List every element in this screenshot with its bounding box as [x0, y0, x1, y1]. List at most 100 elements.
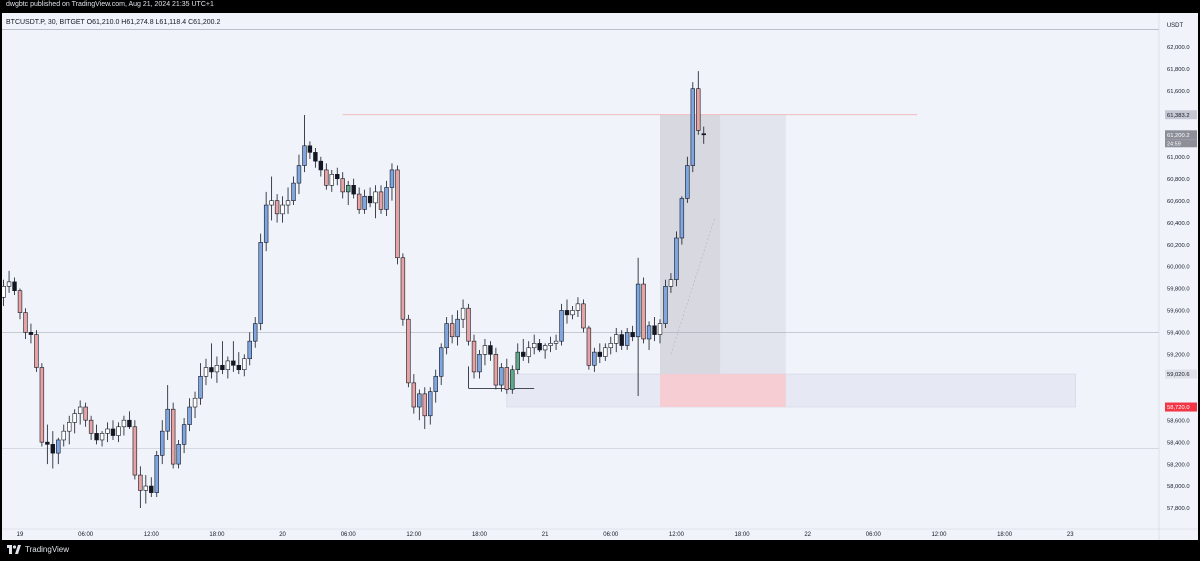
price-tick-label: 58,200.0	[1167, 462, 1190, 468]
candle-body	[302, 145, 307, 166]
candle-body	[701, 133, 706, 136]
candle	[187, 398, 192, 432]
candle	[537, 338, 542, 353]
candle-body	[160, 430, 165, 456]
candle	[477, 349, 482, 379]
candle	[160, 420, 165, 465]
candle	[471, 334, 477, 379]
candle-body	[45, 441, 50, 445]
candle	[236, 352, 241, 375]
candle-body	[225, 360, 231, 370]
candle-body	[367, 195, 373, 204]
symbol-ohlc-legend: BTCUSDT.P, 30, BITGET O61,210.0 H61,274.…	[6, 19, 221, 26]
candle-body	[110, 428, 116, 436]
candle	[263, 191, 269, 252]
candle	[592, 347, 597, 372]
candle	[170, 402, 176, 469]
candle	[269, 176, 274, 221]
candle-body	[542, 345, 548, 351]
candle	[422, 387, 427, 429]
candle	[559, 303, 564, 346]
candle-body	[56, 439, 61, 454]
candle	[154, 450, 159, 498]
candle	[433, 369, 438, 403]
candle	[231, 341, 236, 372]
candle	[438, 343, 444, 386]
candle	[181, 417, 187, 454]
candle-body	[433, 375, 438, 392]
candle-body	[499, 367, 504, 386]
candle	[121, 415, 127, 436]
candle-body	[154, 455, 159, 493]
tradingview-brand[interactable]: TradingView	[7, 545, 69, 554]
candle-body	[77, 406, 83, 414]
candle-body	[335, 174, 340, 180]
candle-body	[61, 430, 66, 441]
price-axis-bg	[1159, 13, 1198, 540]
candle-body	[149, 485, 154, 493]
candle-body	[641, 283, 646, 340]
candle-body	[88, 419, 94, 434]
candle	[39, 363, 45, 447]
candle-body	[181, 424, 187, 445]
candle	[384, 180, 389, 217]
candle-body	[608, 343, 613, 349]
candle	[674, 231, 679, 287]
time-tick-label: 06:00	[341, 532, 357, 538]
candle	[564, 299, 570, 324]
candle-body	[630, 332, 635, 338]
candle-body	[510, 369, 515, 390]
candle-body	[94, 433, 99, 441]
candle-body	[105, 428, 110, 434]
annotation-zones	[506, 114, 1076, 408]
time-tick-label: 18:00	[209, 532, 225, 538]
price-tick-label: 61,800.0	[1167, 67, 1190, 73]
candle	[116, 422, 121, 443]
candle	[280, 196, 285, 223]
candle-body	[553, 340, 559, 344]
price-tick-label: 61,000.0	[1167, 155, 1190, 161]
candle-body	[548, 343, 553, 346]
candle	[542, 343, 548, 359]
price-tick-label: 60,200.0	[1167, 243, 1190, 249]
candle-body	[521, 351, 526, 357]
candle	[242, 354, 247, 377]
time-tick-label: 12:00	[931, 532, 947, 538]
candle-body	[597, 351, 603, 357]
price-tick-label: 61,200.2	[1167, 133, 1190, 139]
candle	[77, 400, 83, 425]
candle	[417, 389, 422, 421]
price-tick-label: 59,800.0	[1167, 287, 1190, 293]
chart-area[interactable]: BTCUSDT.P, 30, BITGET O61,210.0 H61,274.…	[2, 13, 1198, 540]
candle-body	[679, 198, 685, 239]
candle	[482, 338, 488, 366]
candle-body	[220, 365, 225, 370]
time-tick-label: 12:00	[406, 532, 422, 538]
candle	[668, 273, 674, 293]
candle-body	[449, 323, 455, 338]
candle	[696, 71, 701, 135]
candle	[67, 415, 72, 445]
candle	[466, 303, 471, 346]
candle	[575, 297, 581, 318]
candle-body	[165, 408, 170, 432]
candle-body	[685, 165, 690, 199]
candle-body	[455, 318, 460, 338]
candle	[253, 317, 258, 348]
candle-body	[34, 334, 39, 368]
candle	[690, 82, 696, 173]
candle	[220, 341, 225, 375]
candle	[61, 424, 66, 447]
candle	[526, 341, 531, 364]
candle-body	[400, 257, 406, 320]
candle	[12, 277, 17, 296]
candle	[548, 336, 553, 353]
candle-body	[422, 393, 427, 417]
candle	[657, 319, 663, 344]
candlestick-chart[interactable]: USDT 62,000.0 61,800.0 61,600.0 61,383.2 61,2…	[2, 13, 1198, 540]
candle	[521, 338, 526, 361]
candle	[635, 257, 641, 397]
candle	[362, 189, 367, 214]
candle-body	[493, 354, 499, 386]
candle	[641, 277, 646, 344]
